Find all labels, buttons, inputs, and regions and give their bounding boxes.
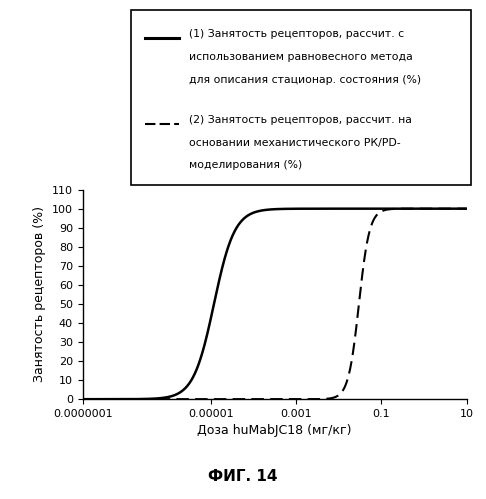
- Text: моделирования (%): моделирования (%): [189, 160, 302, 171]
- Text: использованием равновесного метода: использованием равновесного метода: [189, 52, 413, 62]
- Text: для описания стационар. состояния (%): для описания стационар. состояния (%): [189, 75, 421, 85]
- Text: ФИГ. 14: ФИГ. 14: [208, 469, 278, 484]
- Y-axis label: Занятость рецепторов (%): Занятость рецепторов (%): [34, 207, 46, 382]
- X-axis label: Доза huMabJC18 (мг/кг): Доза huMabJC18 (мг/кг): [197, 425, 352, 438]
- Text: основании механистического РК/РD-: основании механистического РК/РD-: [189, 138, 400, 148]
- Text: (2) Занятость рецепторов, рассчит. на: (2) Занятость рецепторов, рассчит. на: [189, 115, 412, 125]
- Text: (1) Занятость рецепторов, рассчит. с: (1) Занятость рецепторов, рассчит. с: [189, 29, 404, 39]
